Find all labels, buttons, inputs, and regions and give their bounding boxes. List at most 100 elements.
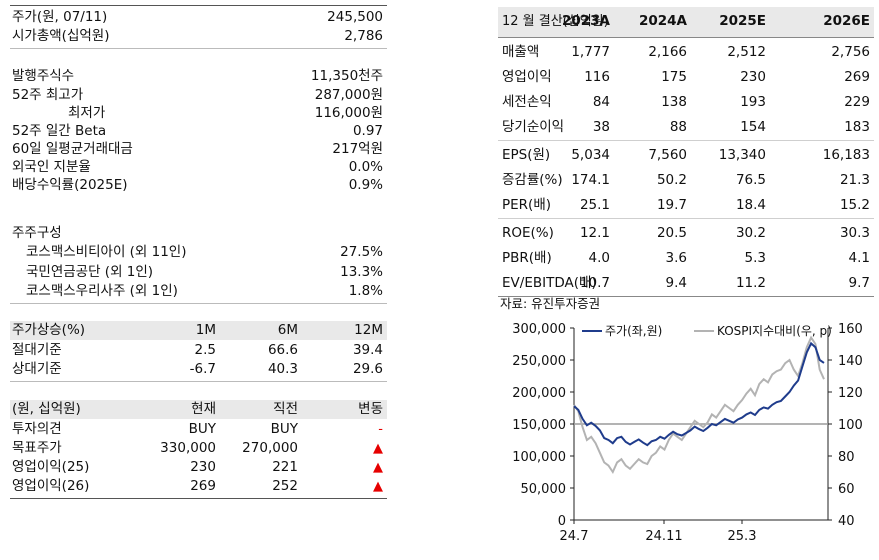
table-header-bg xyxy=(498,7,874,37)
table-cell: 269 xyxy=(190,478,216,494)
table-cell: 상대기준 xyxy=(12,361,62,377)
share-info-row: 52주 최고가 287,000원 xyxy=(12,87,385,104)
legend-label-relative: KOSPI지수대비(우, p) xyxy=(717,324,832,338)
table-cell: 10.7 xyxy=(579,275,610,291)
table-cell: 76.5 xyxy=(735,172,766,188)
holder-row: 코스맥스우리사주 (외 1인) 1.8% xyxy=(12,283,385,300)
table-cell: 229 xyxy=(844,94,870,110)
y-right-tick-label: 160 xyxy=(838,322,863,337)
table-header-cell: 직전 xyxy=(273,401,298,417)
holder-label: 코스맥스비티아이 (외 11인) xyxy=(26,244,187,260)
table-cell: 175 xyxy=(661,69,687,85)
share-info-row: 배당수익률(2025E) 0.9% xyxy=(12,177,385,194)
table-cell: 230 xyxy=(190,459,216,475)
table-cell: 183 xyxy=(844,119,870,135)
relative-series-line xyxy=(573,335,825,475)
y-left-tick-label: 200,000 xyxy=(512,386,566,401)
perf-header-bg xyxy=(10,321,387,340)
share-info-value: 0.97 xyxy=(352,123,383,139)
table-cell: 138 xyxy=(661,94,687,110)
price-chart: 300,000 250,000 200,000 150,000 100,000 50,00… xyxy=(512,322,863,544)
table-cell: 12.1 xyxy=(579,225,610,241)
table-header-cell: 1M xyxy=(195,322,216,338)
table-cell: 5.3 xyxy=(744,250,766,266)
y-right-tick-label: 100 xyxy=(838,418,863,433)
table-header-cell: 주가상승(%) xyxy=(12,322,86,338)
share-info-row: 60일 일평균거래대금 217억원 xyxy=(12,141,385,158)
table-cell: 84 xyxy=(592,94,610,110)
divider xyxy=(10,48,387,49)
table-header-cell: 12M xyxy=(354,322,383,338)
y-left-tick-label: 150,000 xyxy=(512,418,566,433)
holders-title: 주주구성 xyxy=(12,225,385,242)
table-cell: BUY xyxy=(270,421,298,437)
table-cell: 영업이익(25) xyxy=(12,459,90,475)
table-cell: 2.5 xyxy=(194,342,216,358)
top-border xyxy=(10,5,387,6)
source-note: 자료: 유진투자증권 xyxy=(500,296,601,311)
table-cell: 39.4 xyxy=(352,342,383,358)
share-info-value: 11,350천주 xyxy=(310,68,383,84)
share-info-value: 0.0% xyxy=(348,159,383,175)
table-cell: 2,166 xyxy=(648,44,687,60)
share-info-label: 60일 일평균거래대금 xyxy=(12,141,133,157)
table-cell: 9.4 xyxy=(665,275,687,291)
table-cell: ▲ xyxy=(373,441,383,456)
share-info-label: 발행주식수 xyxy=(12,68,75,84)
table-cell: 221 xyxy=(272,459,298,475)
row-label: PBR(배) xyxy=(502,250,552,266)
table-cell: 2,512 xyxy=(727,44,766,60)
table-cell: 40.3 xyxy=(267,361,298,377)
table-cell: 116 xyxy=(584,69,610,85)
table-cell: 252 xyxy=(272,478,298,494)
share-info-value: 0.9% xyxy=(348,177,383,193)
table-cell: 21.3 xyxy=(839,172,870,188)
holder-label: 코스맥스우리사주 (외 1인) xyxy=(26,283,178,299)
table-header-cell: 6M xyxy=(277,322,298,338)
table-cell: 목표주가 xyxy=(12,440,62,456)
table-cell: 5,034 xyxy=(571,147,610,163)
table-cell: 4.0 xyxy=(588,250,610,266)
table-cell: 330,000 xyxy=(160,440,216,456)
x-tick-label: 24.11 xyxy=(645,529,682,544)
share-info-label: 52주 최고가 xyxy=(12,87,84,103)
table-header-cell: 현재 xyxy=(191,401,216,417)
table-cell: 7,560 xyxy=(648,147,687,163)
table-cell: 15.2 xyxy=(839,197,870,213)
marketcap-value: 2,786 xyxy=(344,28,383,44)
y-right-tick-label: 140 xyxy=(838,354,863,369)
table-cell: 38 xyxy=(592,119,610,135)
y-left-tick-label: 250,000 xyxy=(512,354,566,369)
row-label: 영업이익 xyxy=(502,69,552,85)
est-header-bg xyxy=(10,400,387,419)
price-label: 주가(원, 07/11) xyxy=(12,9,108,25)
bottom-border xyxy=(10,498,387,499)
table-header-cell: 2024A xyxy=(638,13,687,29)
holder-value: 13.3% xyxy=(340,264,383,280)
table-cell: 20.5 xyxy=(656,225,687,241)
table-cell: 3.6 xyxy=(665,250,687,266)
price-series-line xyxy=(573,341,825,447)
table-cell: ▲ xyxy=(373,460,383,475)
share-info-label: 외국인 지분율 xyxy=(12,159,91,175)
table-cell: 투자의견 xyxy=(12,421,62,437)
holder-value: 27.5% xyxy=(340,244,383,260)
table-cell: 29.6 xyxy=(352,361,383,377)
share-info-value: 287,000원 xyxy=(314,87,383,103)
table-cell: 4.1 xyxy=(848,250,870,266)
share-info-row: 52주 일간 Beta 0.97 xyxy=(12,123,385,140)
table-cell: 18.4 xyxy=(735,197,766,213)
table-header-cell: (원, 십억원) xyxy=(12,401,81,417)
price-row: 주가(원, 07/11) 245,500 xyxy=(12,9,385,26)
x-tick-label: 24.7 xyxy=(560,529,589,544)
table-cell: 66.6 xyxy=(267,342,298,358)
table-header-cell: 12 월 결산(십억원) xyxy=(502,14,609,29)
holders-title-text: 주주구성 xyxy=(12,225,62,241)
table-cell: 19.7 xyxy=(656,197,687,213)
y-right-tick-label: 80 xyxy=(838,450,855,465)
table-cell: 13,340 xyxy=(718,147,766,163)
x-tick-label: 25.3 xyxy=(728,529,757,544)
bottom-line xyxy=(498,296,874,297)
table-header-cell: 2025E xyxy=(719,13,766,29)
divider xyxy=(10,381,387,382)
